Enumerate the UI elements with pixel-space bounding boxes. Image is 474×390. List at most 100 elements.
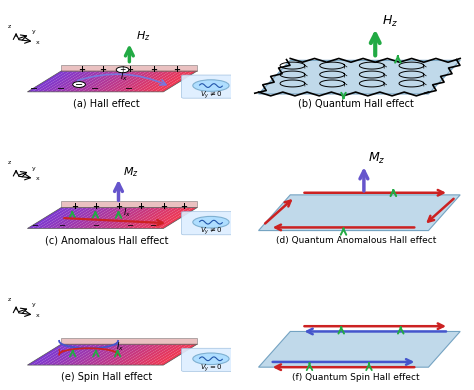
Text: y: y [31, 29, 35, 34]
Text: (c) Anomalous Hall effect: (c) Anomalous Hall effect [45, 235, 168, 245]
Text: −: − [126, 222, 133, 230]
FancyBboxPatch shape [182, 212, 240, 235]
Text: +: + [173, 65, 181, 74]
Circle shape [73, 82, 85, 87]
Text: $V_y=0$: $V_y=0$ [200, 362, 222, 374]
Polygon shape [27, 71, 66, 92]
Polygon shape [62, 65, 197, 71]
Text: $M_z$: $M_z$ [368, 151, 386, 167]
Text: −: − [30, 84, 38, 94]
Polygon shape [95, 207, 134, 229]
Polygon shape [82, 71, 120, 92]
Polygon shape [127, 207, 165, 229]
Ellipse shape [193, 216, 229, 228]
Polygon shape [141, 207, 179, 229]
Ellipse shape [193, 80, 229, 91]
Text: +: + [115, 202, 122, 211]
FancyBboxPatch shape [182, 348, 240, 371]
Polygon shape [132, 207, 170, 229]
Polygon shape [132, 344, 170, 365]
Polygon shape [159, 71, 197, 92]
Polygon shape [32, 71, 71, 92]
Polygon shape [109, 71, 147, 92]
Text: z: z [8, 297, 11, 302]
Polygon shape [104, 344, 143, 365]
Polygon shape [62, 338, 197, 344]
Polygon shape [59, 71, 98, 92]
Text: +: + [119, 65, 126, 74]
Polygon shape [113, 71, 152, 92]
Polygon shape [55, 344, 93, 365]
Text: −: − [57, 84, 65, 94]
Polygon shape [104, 71, 143, 92]
Text: (d) Quantum Anomalous Hall effect: (d) Quantum Anomalous Hall effect [276, 236, 436, 245]
Polygon shape [82, 344, 120, 365]
Polygon shape [41, 344, 80, 365]
Polygon shape [32, 207, 71, 229]
Polygon shape [150, 207, 188, 229]
Text: (f) Quantum Spin Hall effect: (f) Quantum Spin Hall effect [292, 373, 420, 382]
Polygon shape [50, 207, 89, 229]
Text: $I_x$: $I_x$ [116, 340, 124, 353]
Text: (e) Spin Hall effect: (e) Spin Hall effect [61, 372, 152, 382]
Polygon shape [73, 71, 111, 92]
Text: +: + [137, 202, 144, 211]
Polygon shape [113, 207, 152, 229]
Polygon shape [32, 344, 71, 365]
Polygon shape [64, 344, 102, 365]
Text: −: − [31, 222, 38, 230]
Polygon shape [258, 195, 460, 230]
Text: +: + [78, 65, 85, 74]
Text: x: x [36, 40, 39, 45]
Polygon shape [141, 71, 179, 92]
Polygon shape [41, 71, 80, 92]
Polygon shape [91, 207, 129, 229]
Polygon shape [136, 71, 175, 92]
Text: −: − [91, 84, 100, 94]
Polygon shape [91, 344, 129, 365]
Polygon shape [104, 207, 143, 229]
Text: y: y [31, 302, 35, 307]
Polygon shape [258, 332, 460, 367]
Polygon shape [127, 344, 165, 365]
Ellipse shape [193, 353, 229, 365]
Polygon shape [145, 71, 184, 92]
Polygon shape [59, 207, 98, 229]
Polygon shape [86, 344, 125, 365]
Polygon shape [68, 344, 107, 365]
Text: $V_y\neq0$: $V_y\neq0$ [200, 226, 222, 238]
Polygon shape [109, 207, 147, 229]
Polygon shape [100, 207, 138, 229]
Text: y: y [31, 166, 35, 171]
Polygon shape [41, 207, 80, 229]
Polygon shape [55, 207, 93, 229]
Polygon shape [62, 201, 197, 207]
Text: +: + [160, 202, 167, 211]
Polygon shape [118, 71, 156, 92]
Polygon shape [145, 344, 184, 365]
Polygon shape [36, 71, 75, 92]
Polygon shape [64, 71, 102, 92]
Polygon shape [150, 344, 188, 365]
Polygon shape [55, 71, 93, 92]
Polygon shape [36, 207, 75, 229]
Text: +: + [99, 65, 106, 74]
Polygon shape [95, 344, 134, 365]
Text: −: − [75, 80, 83, 90]
Polygon shape [73, 344, 111, 365]
Text: +: + [92, 202, 99, 211]
Text: $I_x$: $I_x$ [120, 70, 128, 83]
Polygon shape [91, 71, 129, 92]
Text: (a) Hall effect: (a) Hall effect [73, 99, 140, 109]
Polygon shape [68, 71, 107, 92]
Text: +: + [180, 202, 187, 211]
Polygon shape [36, 344, 75, 365]
Polygon shape [27, 344, 66, 365]
Polygon shape [77, 344, 116, 365]
Polygon shape [118, 207, 156, 229]
Polygon shape [155, 207, 193, 229]
Text: +: + [126, 65, 133, 74]
Polygon shape [100, 71, 138, 92]
Polygon shape [86, 71, 125, 92]
Text: −: − [92, 222, 99, 230]
